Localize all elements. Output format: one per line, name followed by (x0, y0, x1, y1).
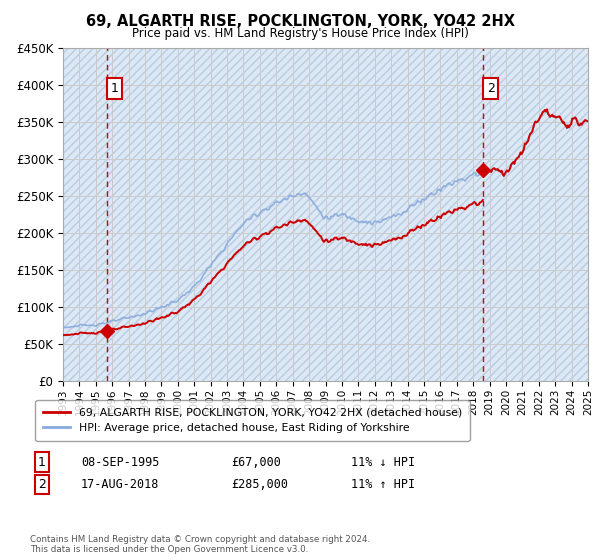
Text: 2: 2 (38, 478, 46, 491)
Text: £67,000: £67,000 (231, 455, 281, 469)
Text: Price paid vs. HM Land Registry's House Price Index (HPI): Price paid vs. HM Land Registry's House … (131, 27, 469, 40)
Text: £285,000: £285,000 (231, 478, 288, 491)
Text: Contains HM Land Registry data © Crown copyright and database right 2024.
This d: Contains HM Land Registry data © Crown c… (30, 535, 370, 554)
Text: 08-SEP-1995: 08-SEP-1995 (81, 455, 160, 469)
Legend: 69, ALGARTH RISE, POCKLINGTON, YORK, YO42 2HX (detached house), HPI: Average pri: 69, ALGARTH RISE, POCKLINGTON, YORK, YO4… (35, 400, 470, 441)
Text: 1: 1 (110, 82, 118, 95)
Text: 69, ALGARTH RISE, POCKLINGTON, YORK, YO42 2HX: 69, ALGARTH RISE, POCKLINGTON, YORK, YO4… (86, 14, 515, 29)
Text: 17-AUG-2018: 17-AUG-2018 (81, 478, 160, 491)
Text: 11% ↑ HPI: 11% ↑ HPI (351, 478, 415, 491)
Text: 1: 1 (38, 455, 46, 469)
Text: 11% ↓ HPI: 11% ↓ HPI (351, 455, 415, 469)
Text: 2: 2 (487, 82, 494, 95)
